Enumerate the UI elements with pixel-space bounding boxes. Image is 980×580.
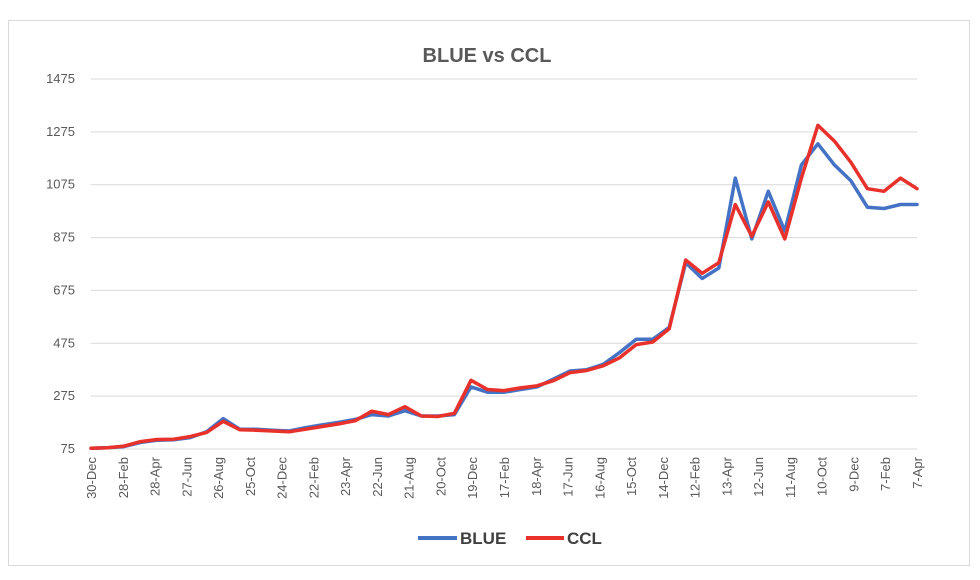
y-axis-ticks: 75 275 475 675 875 1075 1275 1475 — [46, 71, 75, 456]
x-tick-label: 21-Aug — [402, 457, 417, 499]
x-tick-label: 27-Jun — [179, 457, 194, 497]
x-tick-label: 30-Dec — [84, 457, 99, 499]
x-tick-label: 10-Oct — [815, 457, 830, 496]
gridlines — [91, 78, 917, 450]
x-tick-label: 17-Jun — [561, 457, 576, 497]
x-tick-label: 22-Jun — [370, 457, 385, 497]
y-tick-label: 475 — [53, 335, 75, 350]
x-tick-label: 20-Oct — [433, 457, 448, 496]
x-axis-ticks: 30-Dec 28-Feb 28-Apr 27-Jun 26-Aug 25-Oct 24-D… — [84, 456, 925, 499]
x-tick-label: 22-Feb — [306, 457, 321, 498]
x-tick-label: 7-Feb — [878, 457, 893, 491]
chart-frame: BLUE vs CCL 75 275 475 675 875 1075 1275 1475 3… — [8, 20, 970, 566]
chart-svg: BLUE vs CCL 75 275 475 675 875 1075 1275 1475 3… — [46, 45, 925, 548]
x-tick-label: 13-Apr — [719, 456, 734, 496]
x-tick-label: 28-Feb — [116, 457, 131, 498]
y-tick-label: 1075 — [46, 177, 75, 192]
y-tick-label: 875 — [53, 230, 75, 245]
x-tick-label: 15-Oct — [624, 457, 639, 496]
y-tick-label: 275 — [53, 388, 75, 403]
chart-title: BLUE vs CCL — [423, 45, 552, 67]
x-tick-label: 11-Aug — [783, 457, 798, 498]
x-tick-label: 24-Dec — [275, 457, 290, 499]
x-tick-label: 12-Feb — [688, 457, 703, 498]
legend: BLUE CCL — [418, 529, 602, 548]
x-tick-label: 19-Dec — [465, 457, 480, 499]
y-tick-label: 675 — [53, 282, 75, 297]
y-tick-label: 1475 — [46, 71, 75, 86]
y-tick-label: 1275 — [46, 124, 75, 139]
series-line-blue — [89, 142, 919, 450]
x-tick-label: 23-Apr — [338, 456, 353, 496]
x-tick-label: 18-Apr — [529, 456, 544, 496]
x-tick-label: 7-Apr — [910, 456, 925, 488]
legend-label-ccl: CCL — [567, 529, 602, 548]
x-tick-label: 9-Dec — [846, 457, 861, 492]
x-tick-label: 28-Apr — [148, 456, 163, 496]
series-lines — [89, 123, 919, 450]
y-tick-label: 75 — [61, 441, 75, 456]
legend-label-blue: BLUE — [460, 529, 506, 548]
series-line-ccl — [89, 123, 919, 450]
x-tick-label: 17-Feb — [497, 457, 512, 498]
x-tick-label: 25-Oct — [243, 457, 258, 496]
x-tick-label: 16-Aug — [592, 457, 607, 499]
x-tick-label: 12-Jun — [751, 457, 766, 497]
x-tick-label: 14-Dec — [656, 457, 671, 499]
x-tick-label: 26-Aug — [211, 457, 226, 499]
